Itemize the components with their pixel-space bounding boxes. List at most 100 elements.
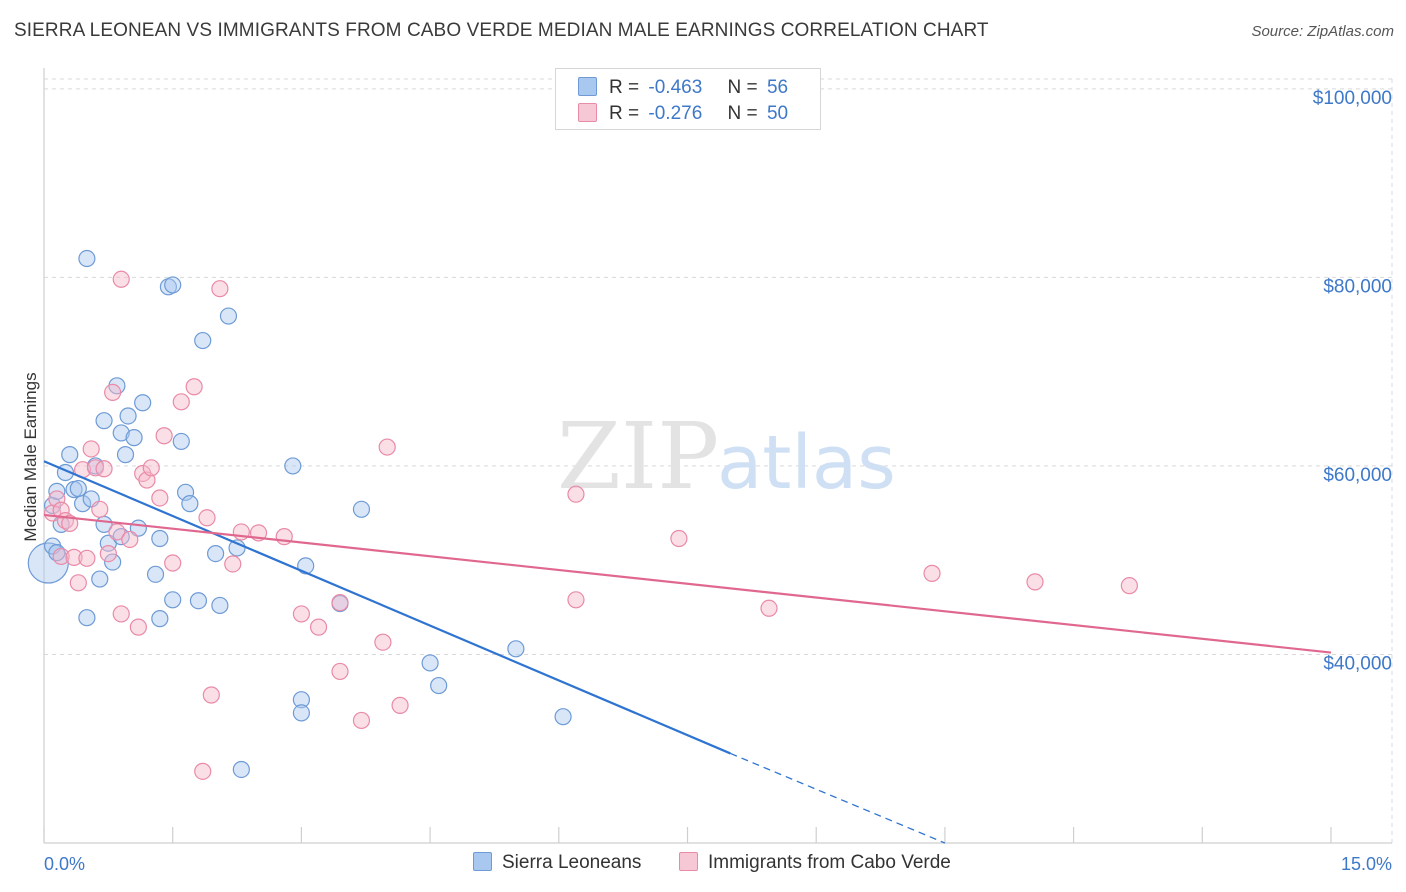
cabo-verde-point: [112, 270, 130, 288]
cabo-verde-point: [48, 490, 66, 508]
cabo-verde-point: [194, 762, 212, 780]
series-cabo-verde: [43, 270, 1138, 780]
sierra-leonean-trend-line: [43, 460, 731, 755]
cabo-verde-point: [52, 547, 70, 566]
sierra-leonean-point: [292, 691, 310, 709]
cabo-verde-point: [112, 605, 130, 623]
sierra-leonean-point: [146, 565, 165, 583]
cabo-verde-point: [164, 554, 182, 572]
cabo-verde-point: [202, 686, 220, 704]
sierra-leonean-point: [112, 424, 130, 442]
cabo-verde-point: [1120, 577, 1138, 595]
cabo-verde-point: [82, 440, 100, 458]
series-sierra-leoneans: [27, 249, 572, 779]
tick-labels: $100,000 $80,000 $60,000 $40,000 0.0% 15.0%: [44, 88, 1392, 874]
cabo-verde-point: [99, 544, 117, 563]
cabo-verde-point: [352, 711, 371, 730]
axes: [43, 68, 1392, 844]
cabo-verde-point: [1026, 573, 1044, 591]
y-tick-label: $80,000: [1323, 276, 1392, 297]
sierra-leonean-point: [125, 429, 143, 447]
cabo-verde-point: [78, 549, 96, 567]
sierra-leonean-point: [119, 407, 137, 425]
cabo-verde-trend-line: [43, 513, 1332, 654]
legend-r-label: R =: [609, 103, 640, 124]
cabo-verde-point: [95, 460, 113, 478]
x-tick-label: 15.0%: [1341, 854, 1392, 874]
sierra-leonean-point: [284, 457, 302, 475]
sierra-leonean-point: [292, 704, 310, 722]
legend-n-value: 50: [766, 103, 789, 124]
sierra-leonean-point: [78, 249, 96, 268]
cabo-verde-point: [378, 438, 396, 456]
cabo-verde-point: [172, 393, 190, 411]
sierra-leonean-point: [421, 654, 439, 672]
sierra-leonean-point: [164, 276, 182, 294]
legend-r-label: R =: [609, 77, 640, 98]
sierra-leonean-point: [219, 307, 238, 325]
sierra-leonean-point: [104, 553, 122, 571]
cabo-verde-point: [374, 633, 392, 651]
cabo-verde-point: [760, 599, 778, 617]
y-tick-label: $100,000: [1313, 88, 1392, 109]
legend-row-sierra-leoneans: R = -0.463 N = 56: [578, 77, 788, 101]
cabo-verde-point: [567, 485, 585, 503]
cabo-verde-point: [292, 605, 310, 623]
cabo-verde-point: [331, 662, 349, 681]
legend-n-label: N =: [727, 103, 758, 124]
sierra-leonean-point: [95, 412, 113, 430]
sierra-leonean-point: [164, 591, 182, 609]
chart-title: SIERRA LEONEAN VS IMMIGRANTS FROM CABO V…: [14, 20, 989, 41]
y-tick-label: $40,000: [1323, 653, 1392, 674]
cabo-verde-point: [155, 427, 173, 445]
cabo-verde-point: [211, 280, 229, 298]
legend-n-label: N =: [727, 77, 758, 98]
cabo-verde-point: [185, 378, 203, 396]
sierra-leonean-point: [181, 495, 199, 513]
bottom-legend-cabo-verde: Immigrants from Cabo Verde: [679, 852, 951, 876]
legend-swatch-pink: [578, 103, 597, 122]
cabo-verde-point: [151, 489, 169, 507]
trend-lines: [43, 460, 1332, 844]
cabo-verde-point: [104, 383, 122, 401]
sierra-leonean-point: [207, 544, 225, 563]
cabo-verde-point: [224, 555, 242, 573]
sierra-leonean-point: [91, 570, 109, 588]
sierra-leonean-point: [189, 592, 208, 610]
bottom-legend-sierra-leoneans: Sierra Leoneans: [473, 852, 641, 876]
legend-r-value: -0.463: [648, 77, 703, 98]
sierra-leonean-point: [554, 708, 572, 726]
cabo-verde-point: [129, 618, 147, 636]
x-tick-label: 0.0%: [44, 854, 85, 874]
cabo-verde-point: [923, 564, 941, 582]
cabo-verde-point: [61, 514, 79, 533]
cabo-verde-point: [670, 529, 688, 548]
sierra-leonean-point: [74, 495, 92, 513]
sierra-leonean-point: [352, 500, 371, 518]
sierra-leonean-point: [151, 610, 169, 628]
bottom-legend-swatch-blue: [473, 852, 492, 871]
y-tick-label: $60,000: [1323, 465, 1392, 486]
bottom-legend-swatch-pink: [679, 852, 698, 871]
watermark-atlas: atlas: [717, 420, 896, 506]
sierra-leonean-point: [61, 446, 79, 464]
sierra-leonean-point: [172, 432, 190, 451]
cabo-verde-point: [567, 591, 585, 609]
source-label: Source: ZipAtlas.com: [1251, 23, 1394, 40]
watermark: ZIP atlas: [557, 403, 896, 510]
cabo-verde-point: [331, 594, 349, 612]
sierra-leonean-point: [69, 479, 87, 498]
y-axis-label: Median Male Earnings: [21, 372, 40, 541]
sierra-leonean-point: [78, 609, 96, 627]
sierra-leonean-point: [232, 760, 250, 779]
bottom-legend-label: Sierra Leoneans: [502, 852, 642, 873]
legend-swatch-blue: [578, 77, 597, 96]
cabo-verde-point: [142, 459, 160, 477]
sierra-leonean-point: [134, 394, 152, 412]
sierra-leonean-point: [211, 596, 229, 615]
sierra-leonean-point: [194, 331, 212, 350]
legend-n-value: 56: [766, 77, 789, 98]
cabo-verde-point: [198, 509, 216, 527]
cabo-verde-point: [309, 618, 328, 636]
